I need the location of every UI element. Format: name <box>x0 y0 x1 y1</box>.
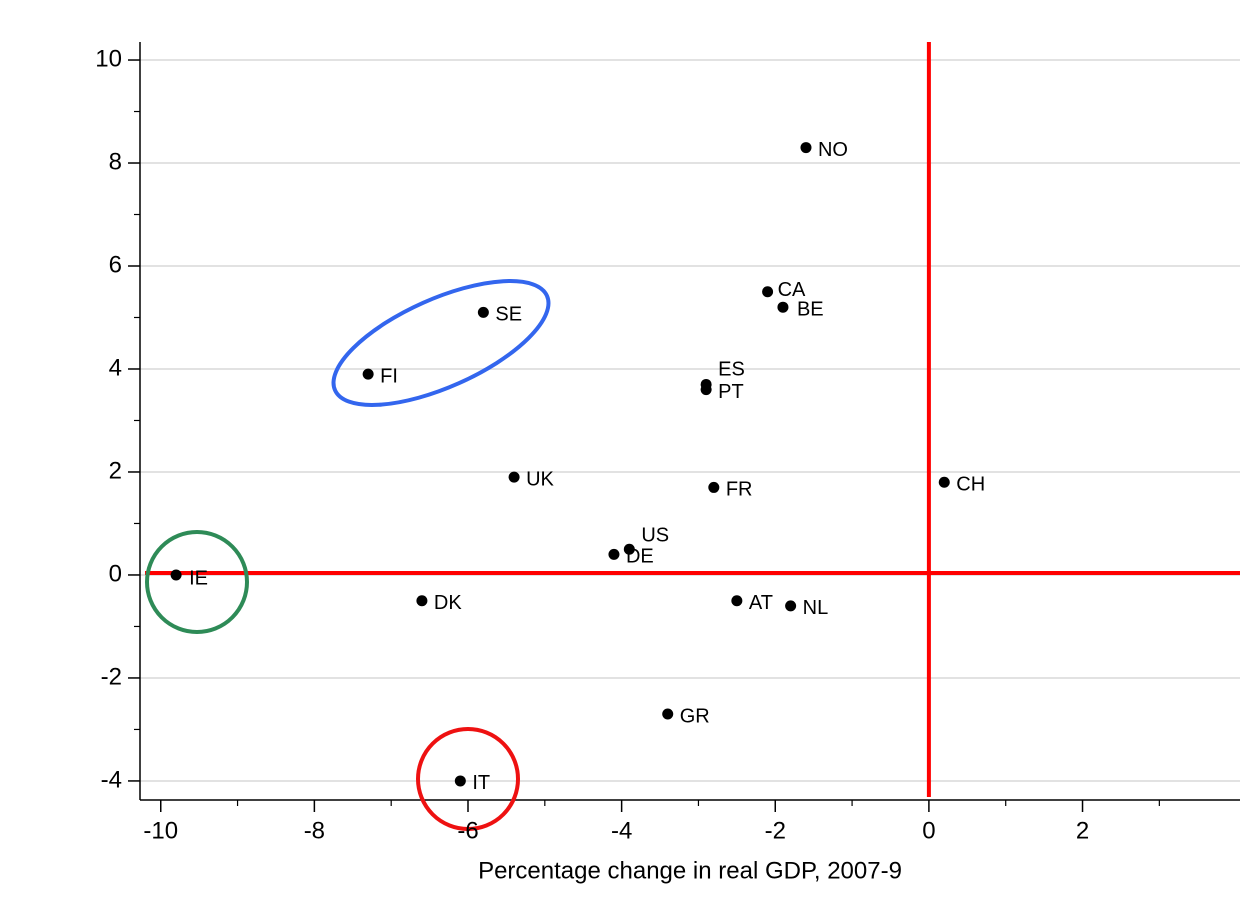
point <box>708 481 720 493</box>
highlight-circle <box>145 530 249 634</box>
point-label: PT <box>718 381 744 403</box>
point <box>800 142 812 154</box>
point <box>762 286 774 298</box>
point <box>623 543 635 555</box>
point <box>362 368 374 380</box>
point-label: IE <box>189 567 208 589</box>
point-label: DE <box>626 546 654 568</box>
x-tick-label: -4 <box>611 817 632 844</box>
y-tick-label: 10 <box>95 45 122 72</box>
point-label: FI <box>380 365 398 387</box>
point-label: AT <box>749 592 773 614</box>
point <box>170 569 182 581</box>
x-tick-label: 2 <box>1076 817 1089 844</box>
highlight-circle <box>416 727 520 831</box>
point <box>477 306 489 318</box>
point-label: DK <box>434 592 462 614</box>
reference-lines <box>145 42 1240 797</box>
point-label: US <box>641 525 669 547</box>
point-label: BE <box>797 298 824 320</box>
point <box>777 301 789 313</box>
point <box>731 595 743 607</box>
highlight-ellipse <box>331 279 551 407</box>
y-tick-label: 0 <box>109 560 122 587</box>
point-label: CH <box>956 474 985 496</box>
point <box>416 595 428 607</box>
point-label: SE <box>495 304 522 326</box>
point-label: UK <box>526 468 554 490</box>
point <box>700 384 712 396</box>
point <box>938 476 950 488</box>
point-label: GR <box>680 705 710 727</box>
y-tick-label: 2 <box>109 457 122 484</box>
x-tick-label: -2 <box>765 817 786 844</box>
point-label: ES <box>718 359 745 381</box>
point <box>454 775 466 787</box>
point <box>608 548 620 560</box>
point-label: NL <box>803 597 829 619</box>
y-tick-label: -2 <box>101 663 122 690</box>
point-label: IT <box>472 772 490 794</box>
y-tick-label: 6 <box>109 251 122 278</box>
point-label: NO <box>818 139 848 161</box>
point-label: FR <box>726 479 753 501</box>
point <box>508 471 520 483</box>
x-tick-label: -8 <box>304 817 325 844</box>
y-tick-label: 4 <box>109 354 122 381</box>
x-axis-label: Percentage change in real GDP, 2007-9 <box>478 857 902 884</box>
point <box>662 708 674 720</box>
y-tick-label: 8 <box>109 148 122 175</box>
x-tick-label: 0 <box>922 817 935 844</box>
x-tick-label: -10 <box>143 817 178 844</box>
y-tick-label: -4 <box>101 766 122 793</box>
x-tick-label: -6 <box>457 817 478 844</box>
point <box>785 600 797 612</box>
point-label: CA <box>778 279 806 301</box>
